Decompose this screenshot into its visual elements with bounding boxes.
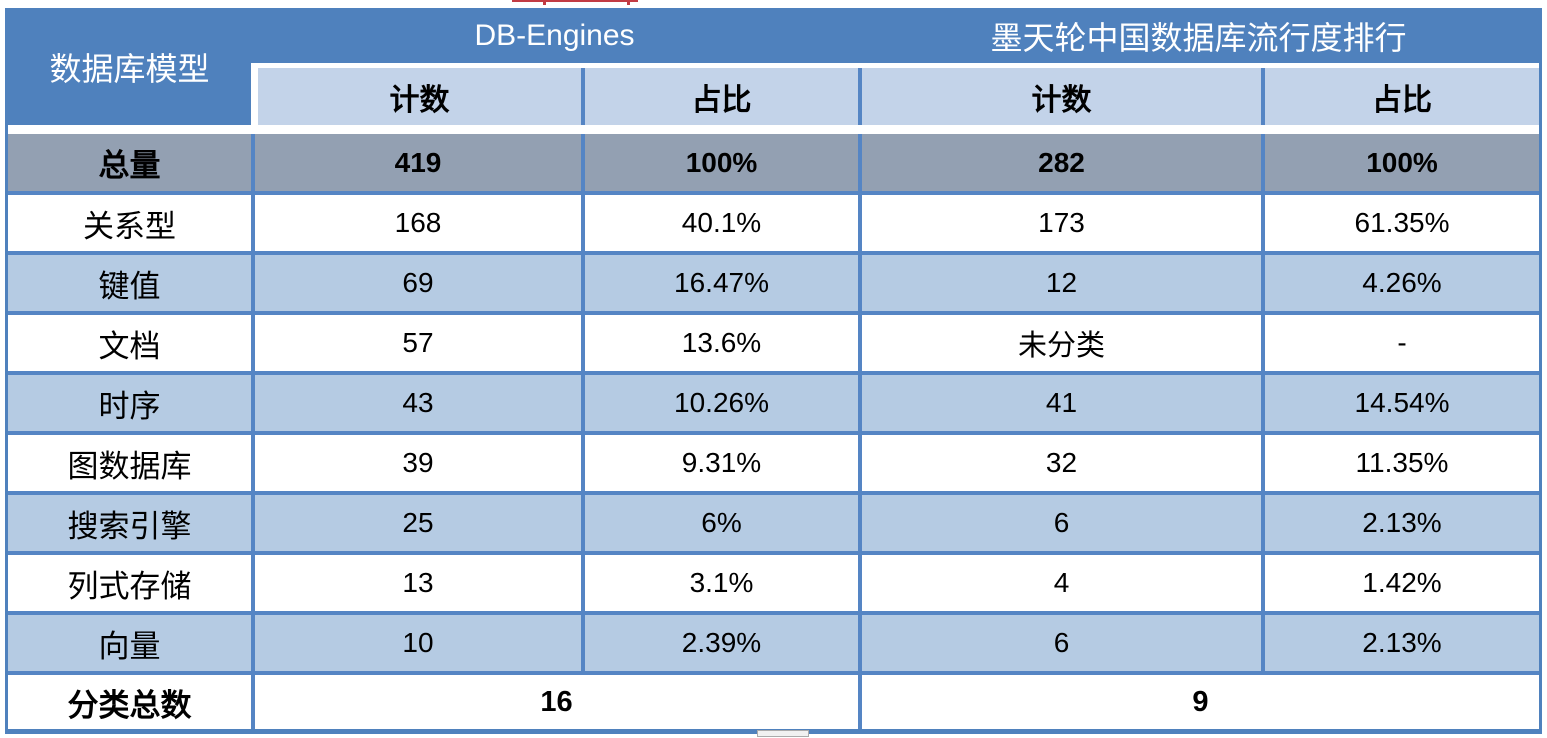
row-label-keyvalue: 键值 [8, 251, 251, 311]
data-cell: 6% [581, 491, 858, 551]
data-cell: 10 [251, 611, 581, 671]
data-cell: 32 [858, 431, 1261, 491]
data-cell: 2.39% [581, 611, 858, 671]
data-cell: 3.1% [581, 551, 858, 611]
row-label-document: 文档 [8, 311, 251, 371]
data-cell: 13 [251, 551, 581, 611]
data-cell: 25 [251, 491, 581, 551]
data-cell: 12 [858, 251, 1261, 311]
corner-header-cell: 数据库模型 [8, 8, 251, 125]
group-header-db-engines: DB-Engines [251, 8, 858, 63]
data-cell: 9.31% [581, 431, 858, 491]
data-cell: 2.13% [1261, 491, 1539, 551]
data-cell: 11.35% [1261, 431, 1539, 491]
data-cell: 61.35% [1261, 191, 1539, 251]
data-cell: 16.47% [581, 251, 858, 311]
header-body-gap [8, 125, 1539, 134]
data-cell: 69 [251, 251, 581, 311]
scrollbar-fragment [757, 730, 809, 737]
data-cell: 100% [1261, 134, 1539, 191]
data-cell: 173 [858, 191, 1261, 251]
data-cell: 39 [251, 431, 581, 491]
row-label-relational: 关系型 [8, 191, 251, 251]
subheader-count-dbengines: 计数 [251, 68, 581, 125]
subheader-count-motianlun: 计数 [858, 68, 1261, 125]
data-cell: 57 [251, 311, 581, 371]
data-cell: 2.13% [1261, 611, 1539, 671]
data-cell: 168 [251, 191, 581, 251]
header-separator [251, 63, 1539, 68]
row-label-total: 总量 [8, 134, 251, 191]
cropped-red-underline-artifact [512, 0, 638, 2]
data-cell: 13.6% [581, 311, 858, 371]
footer-value-motianlun: 9 [858, 671, 1539, 729]
row-label-columnar: 列式存储 [8, 551, 251, 611]
data-cell: 282 [858, 134, 1261, 191]
data-cell: 1.42% [1261, 551, 1539, 611]
data-cell: 14.54% [1261, 371, 1539, 431]
data-cell: 6 [858, 491, 1261, 551]
footer-value-dbengines: 16 [251, 671, 858, 729]
row-label-searchengine: 搜索引擎 [8, 491, 251, 551]
row-label-timeseries: 时序 [8, 371, 251, 431]
data-cell: 43 [251, 371, 581, 431]
database-model-comparison-table: 数据库模型 DB-Engines 墨天轮中国数据库流行度排行 计数 占比 计数 … [5, 8, 1542, 734]
data-cell: 100% [581, 134, 858, 191]
row-label-graph: 图数据库 [8, 431, 251, 491]
subheader-share-motianlun: 占比 [1261, 68, 1539, 125]
subheader-share-dbengines: 占比 [581, 68, 858, 125]
cropped-red-underline-tick [543, 0, 546, 5]
footer-label-category-total: 分类总数 [8, 671, 251, 729]
cropped-red-underline-tick [627, 0, 630, 5]
data-cell: 6 [858, 611, 1261, 671]
data-cell: 41 [858, 371, 1261, 431]
data-cell: 未分类 [858, 311, 1261, 371]
row-label-vector: 向量 [8, 611, 251, 671]
data-cell: 10.26% [581, 371, 858, 431]
data-cell: 40.1% [581, 191, 858, 251]
data-cell: - [1261, 311, 1539, 371]
data-cell: 4.26% [1261, 251, 1539, 311]
data-cell: 4 [858, 551, 1261, 611]
data-cell: 419 [251, 134, 581, 191]
group-header-motianlun: 墨天轮中国数据库流行度排行 [858, 8, 1539, 63]
